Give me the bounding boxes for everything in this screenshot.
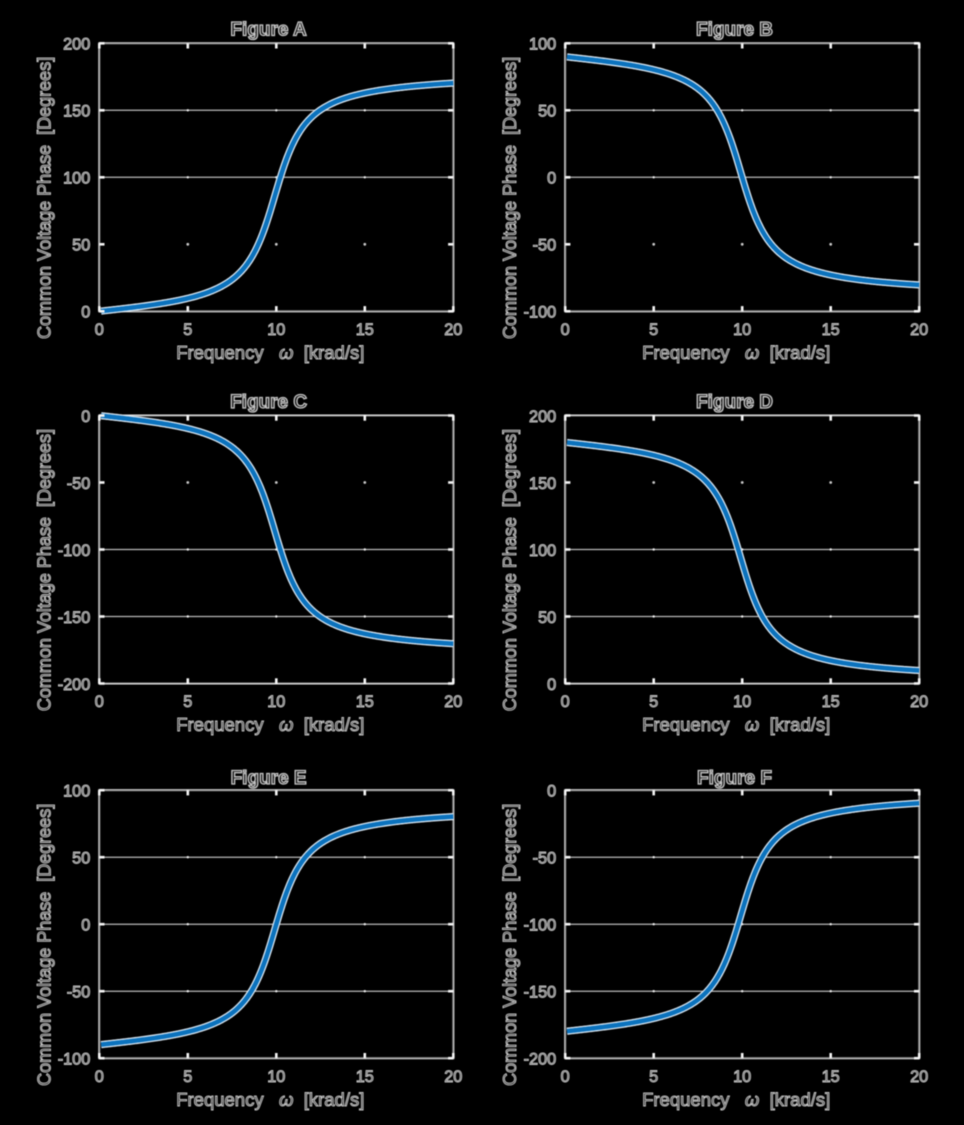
svg-text:-50: -50 bbox=[533, 850, 557, 868]
svg-text:100: 100 bbox=[529, 36, 556, 54]
svg-text:0: 0 bbox=[561, 1068, 570, 1086]
svg-text:Frequency ω [krad/s]: Frequency ω [krad/s] bbox=[176, 1089, 364, 1110]
svg-text:-100: -100 bbox=[58, 542, 91, 560]
svg-text:20: 20 bbox=[910, 693, 928, 711]
svg-text:0: 0 bbox=[547, 170, 556, 188]
svg-text:20: 20 bbox=[444, 321, 462, 339]
svg-text:-50: -50 bbox=[67, 984, 91, 1002]
svg-text:0: 0 bbox=[547, 676, 556, 694]
svg-text:100: 100 bbox=[63, 783, 90, 801]
svg-text:0: 0 bbox=[95, 693, 104, 711]
svg-text:200: 200 bbox=[63, 36, 90, 54]
svg-text:Frequency ω [krad/s]: Frequency ω [krad/s] bbox=[642, 1089, 830, 1110]
svg-text:10: 10 bbox=[733, 1068, 751, 1086]
svg-text:150: 150 bbox=[529, 475, 556, 493]
svg-text:15: 15 bbox=[822, 321, 840, 339]
svg-text:5: 5 bbox=[649, 693, 658, 711]
svg-text:Common Voltage Phase [Degrees: Common Voltage Phase [Degrees] bbox=[34, 429, 54, 711]
svg-text:200: 200 bbox=[529, 408, 556, 426]
svg-text:50: 50 bbox=[72, 237, 90, 255]
svg-text:Common Voltage Phase [Degrees: Common Voltage Phase [Degrees] bbox=[34, 57, 54, 339]
svg-text:Frequency ω [krad/s]: Frequency ω [krad/s] bbox=[642, 714, 830, 735]
svg-text:Frequency ω [krad/s]: Frequency ω [krad/s] bbox=[176, 714, 364, 735]
svg-text:-150: -150 bbox=[58, 609, 91, 627]
svg-text:10: 10 bbox=[733, 693, 751, 711]
svg-text:15: 15 bbox=[356, 693, 374, 711]
svg-text:Figure C: Figure C bbox=[230, 392, 307, 413]
svg-text:5: 5 bbox=[649, 321, 658, 339]
svg-text:Figure F: Figure F bbox=[697, 768, 772, 789]
svg-text:0: 0 bbox=[561, 693, 570, 711]
svg-text:10: 10 bbox=[267, 1068, 285, 1086]
svg-text:-100: -100 bbox=[58, 1051, 91, 1069]
svg-text:Common Voltage Phase [Degrees: Common Voltage Phase [Degrees] bbox=[500, 57, 520, 339]
svg-text:50: 50 bbox=[538, 103, 556, 121]
svg-text:15: 15 bbox=[356, 1068, 374, 1086]
svg-text:15: 15 bbox=[822, 693, 840, 711]
svg-text:0: 0 bbox=[95, 321, 104, 339]
svg-text:150: 150 bbox=[63, 103, 90, 121]
svg-text:-100: -100 bbox=[524, 917, 557, 935]
svg-text:0: 0 bbox=[81, 304, 90, 322]
svg-text:0: 0 bbox=[561, 321, 570, 339]
svg-text:5: 5 bbox=[183, 321, 192, 339]
svg-text:Common Voltage Phase [Degrees: Common Voltage Phase [Degrees] bbox=[500, 429, 520, 711]
svg-text:-150: -150 bbox=[524, 984, 557, 1002]
svg-text:15: 15 bbox=[822, 1068, 840, 1086]
svg-text:-200: -200 bbox=[58, 676, 91, 694]
svg-text:5: 5 bbox=[183, 1068, 192, 1086]
svg-text:5: 5 bbox=[649, 1068, 658, 1086]
svg-text:Figure A: Figure A bbox=[230, 19, 307, 40]
svg-text:Figure E: Figure E bbox=[231, 768, 307, 789]
svg-text:20: 20 bbox=[910, 1068, 928, 1086]
svg-text:100: 100 bbox=[63, 170, 90, 188]
svg-text:15: 15 bbox=[356, 321, 374, 339]
svg-text:0: 0 bbox=[547, 783, 556, 801]
svg-text:Frequency ω [krad/s]: Frequency ω [krad/s] bbox=[176, 342, 364, 363]
svg-text:Common Voltage Phase [Degrees: Common Voltage Phase [Degrees] bbox=[34, 804, 54, 1086]
svg-text:20: 20 bbox=[444, 693, 462, 711]
svg-text:-100: -100 bbox=[524, 304, 557, 322]
svg-text:50: 50 bbox=[72, 850, 90, 868]
svg-text:Common Voltage Phase [Degrees: Common Voltage Phase [Degrees] bbox=[500, 804, 520, 1086]
svg-text:Figure D: Figure D bbox=[696, 392, 773, 413]
svg-text:20: 20 bbox=[910, 321, 928, 339]
svg-text:0: 0 bbox=[81, 408, 90, 426]
svg-text:10: 10 bbox=[267, 321, 285, 339]
svg-text:-50: -50 bbox=[67, 475, 91, 493]
svg-text:5: 5 bbox=[183, 693, 192, 711]
svg-text:Frequency ω [krad/s]: Frequency ω [krad/s] bbox=[642, 342, 830, 363]
svg-text:10: 10 bbox=[267, 693, 285, 711]
svg-text:0: 0 bbox=[95, 1068, 104, 1086]
svg-text:-50: -50 bbox=[533, 237, 557, 255]
svg-text:0: 0 bbox=[81, 917, 90, 935]
svg-text:10: 10 bbox=[733, 321, 751, 339]
svg-text:Figure B: Figure B bbox=[696, 19, 773, 40]
svg-text:100: 100 bbox=[529, 542, 556, 560]
svg-text:20: 20 bbox=[444, 1068, 462, 1086]
svg-text:-200: -200 bbox=[524, 1051, 557, 1069]
svg-text:50: 50 bbox=[538, 609, 556, 627]
